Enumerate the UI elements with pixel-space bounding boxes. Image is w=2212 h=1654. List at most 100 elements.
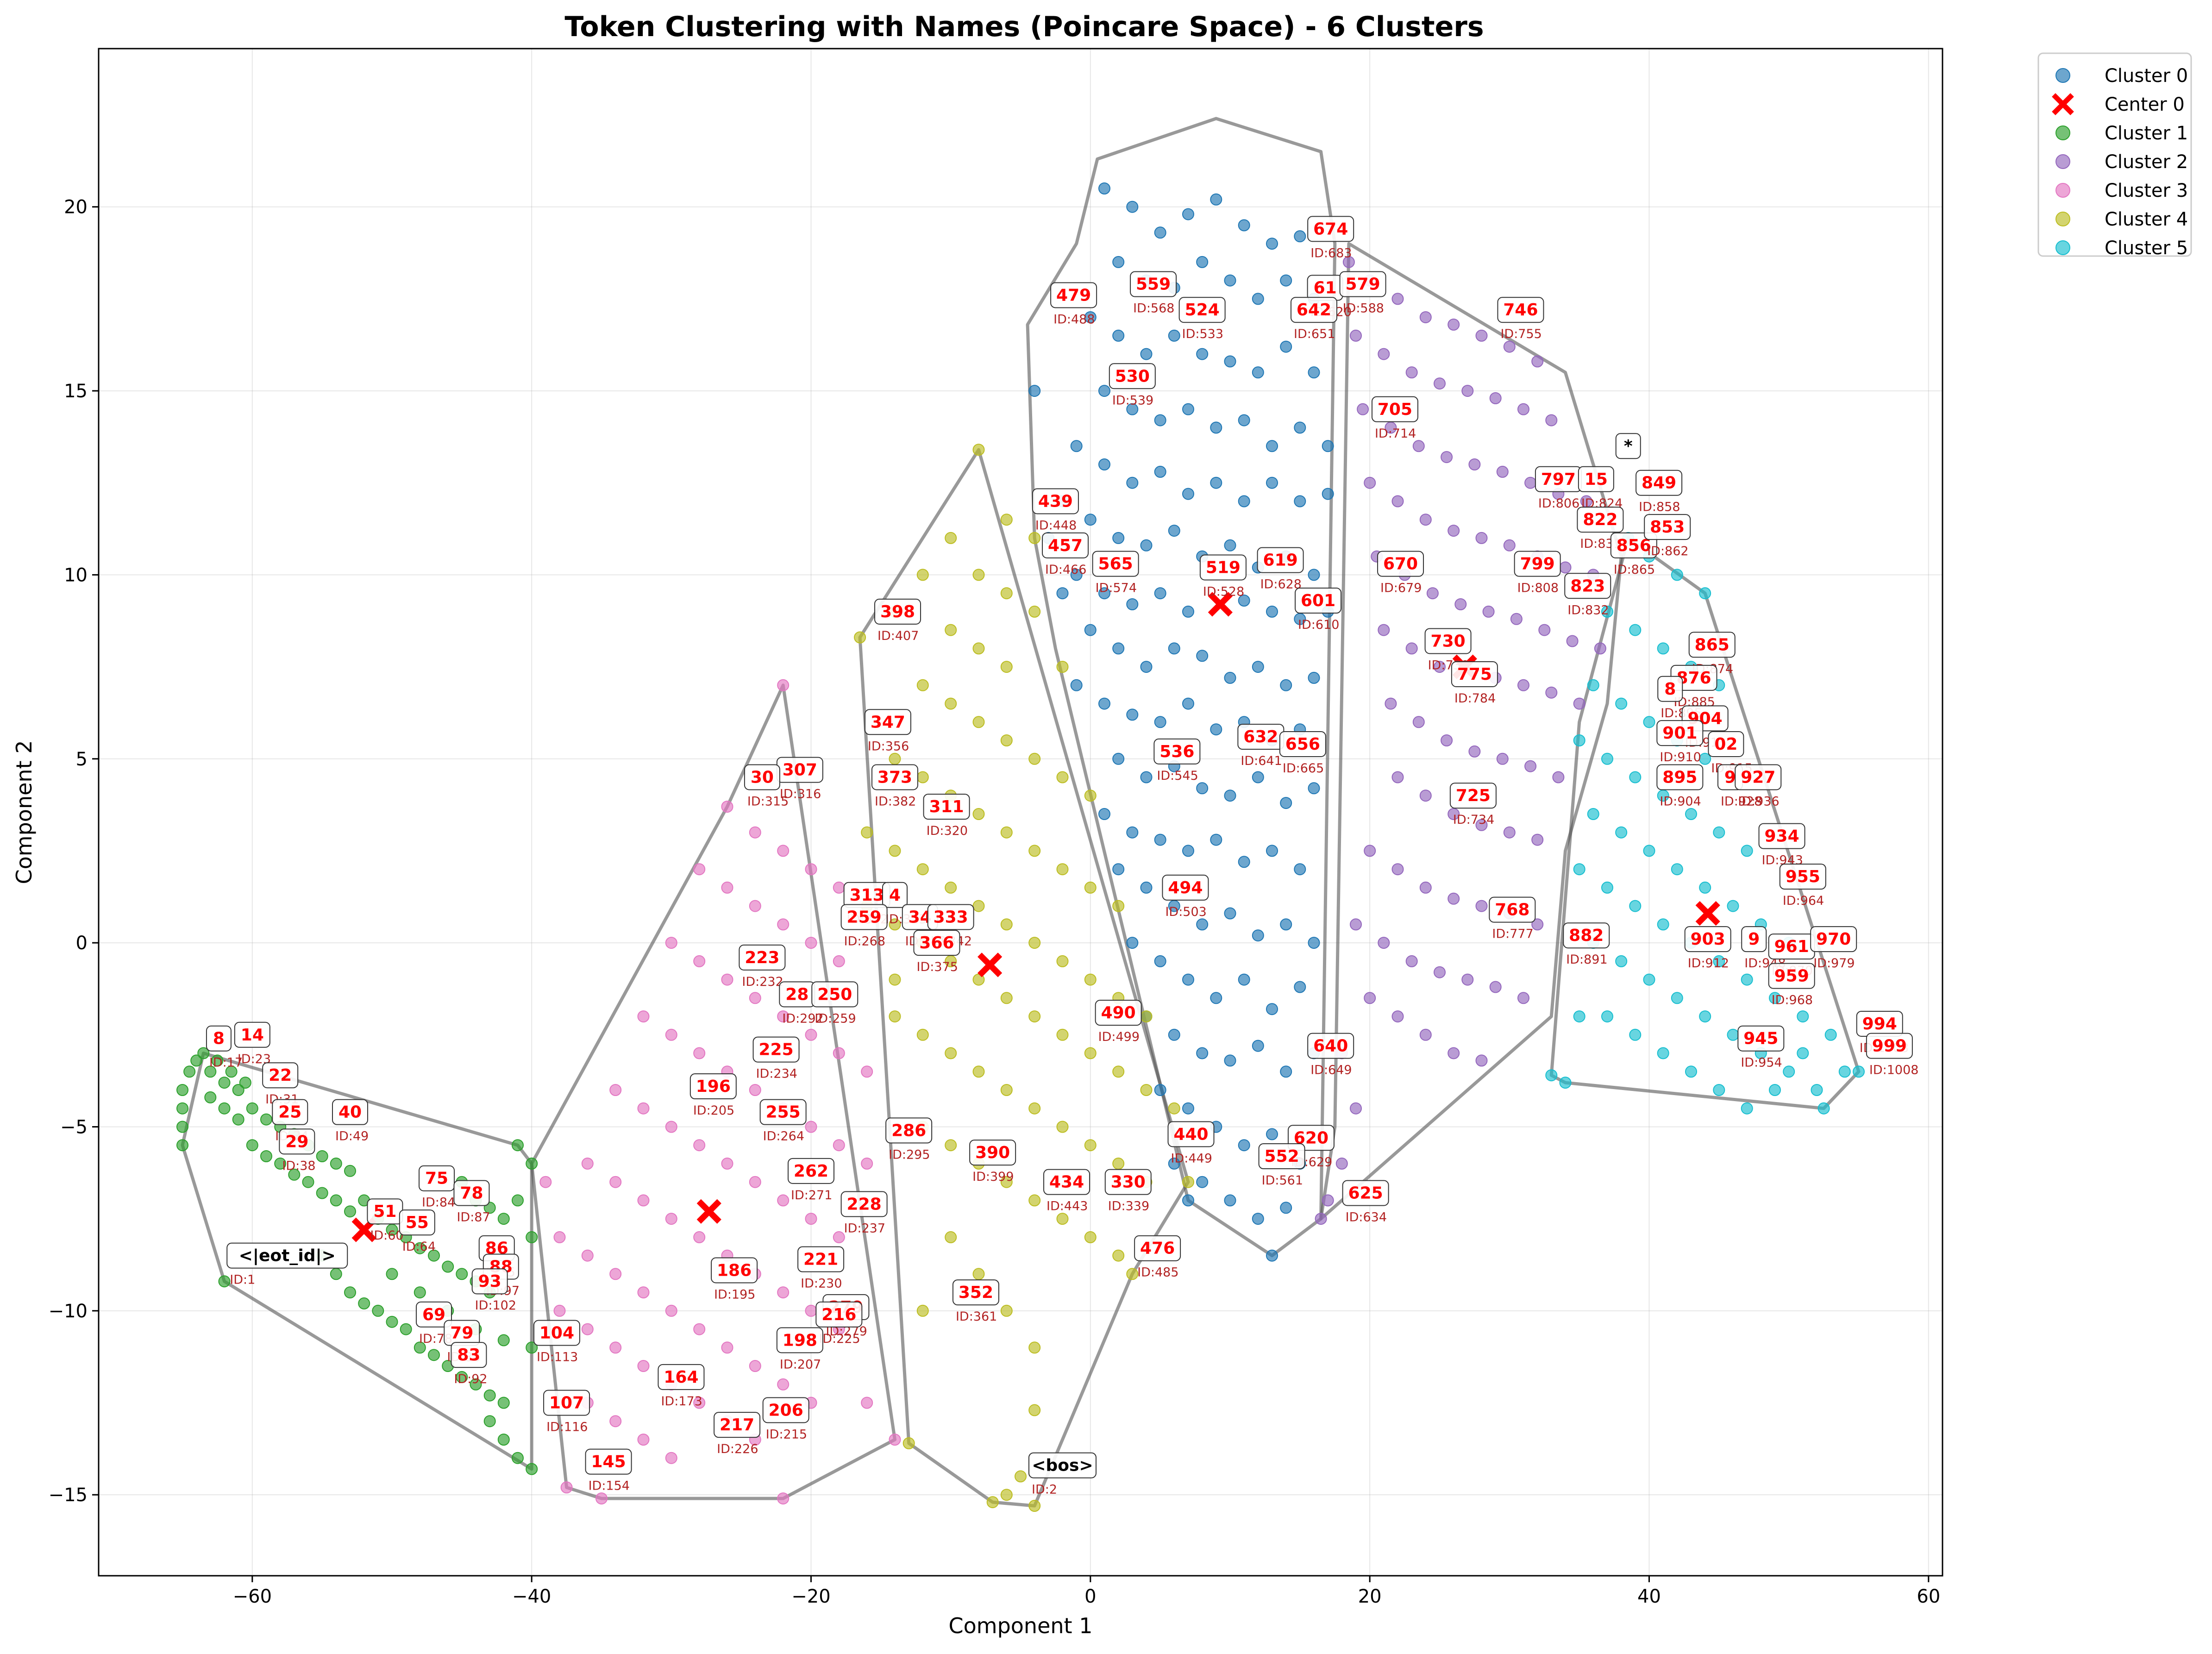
data-point	[483, 1389, 496, 1402]
data-point	[1817, 1102, 1830, 1115]
annotation-box	[416, 1301, 452, 1328]
annotation-box	[871, 764, 918, 790]
token-annotation: <bos> ID:2	[1028, 1452, 1097, 1497]
data-point	[721, 1157, 733, 1170]
annotation-box	[226, 1242, 348, 1269]
annotation-id: ID:904	[1660, 795, 1701, 809]
token-annotation: 656 ID:665	[1279, 731, 1326, 776]
data-point	[637, 1102, 650, 1115]
data-point	[1238, 856, 1250, 868]
annotation-label: *	[1624, 437, 1633, 456]
data-point	[1713, 1084, 1725, 1096]
annotation-box	[1449, 783, 1497, 809]
annotation-label: 69	[422, 1305, 445, 1324]
annotation-box	[1339, 271, 1386, 297]
annotation-id: ID:610	[1298, 618, 1339, 632]
annotation-box	[1657, 676, 1683, 702]
data-point	[497, 1434, 510, 1446]
x-tick-label: 0	[1084, 1586, 1096, 1607]
annotation-box	[1279, 731, 1326, 757]
data-point	[1643, 716, 1655, 728]
annotation-label: 217	[720, 1416, 754, 1435]
data-point	[330, 1194, 342, 1207]
data-point	[1727, 1028, 1739, 1041]
annotation-label: 307	[783, 761, 817, 780]
data-point	[889, 918, 901, 931]
data-point	[1126, 200, 1139, 213]
annotation-label: 579	[1346, 275, 1380, 294]
data-point	[833, 955, 845, 967]
data-point	[190, 1054, 203, 1067]
annotation-box	[533, 1320, 580, 1346]
legend-item: Cluster 1	[2055, 123, 2188, 144]
annotation-box	[1130, 271, 1177, 297]
data-point	[1056, 863, 1069, 876]
annotation-box	[234, 1021, 270, 1048]
annotation-id: ID:60	[370, 1228, 403, 1243]
annotation-label: 823	[1570, 576, 1605, 595]
annotation-box	[332, 1099, 368, 1125]
token-annotation: 286 ID:295	[885, 1117, 933, 1162]
plot-frame	[98, 48, 1943, 1577]
data-point	[204, 1091, 217, 1103]
data-point	[777, 679, 790, 691]
data-point	[1615, 955, 1628, 967]
data-point	[861, 826, 873, 839]
data-point	[1252, 1213, 1264, 1225]
data-point	[246, 1102, 258, 1115]
data-point	[889, 973, 901, 986]
data-point	[777, 1194, 790, 1207]
annotation-label: 903	[1691, 930, 1725, 949]
data-point	[1552, 771, 1565, 783]
annotation-label: 390	[975, 1143, 1010, 1162]
token-annotation: 632 ID:641	[1237, 724, 1285, 768]
data-point	[1028, 532, 1041, 544]
data-point	[1168, 525, 1180, 537]
annotation-box	[1615, 433, 1641, 459]
data-point	[414, 1286, 426, 1299]
data-point	[1587, 808, 1599, 820]
data-point	[1468, 458, 1481, 470]
annotation-label: 670	[1383, 555, 1418, 574]
annotation-label: 22	[269, 1066, 292, 1085]
data-point	[693, 863, 706, 876]
annotation-box	[1451, 661, 1498, 687]
data-point	[1238, 1139, 1250, 1152]
data-point	[1671, 863, 1683, 876]
annotation-id: ID:87	[457, 1210, 490, 1225]
annotation-label: 223	[745, 948, 779, 967]
data-point	[1350, 1102, 1362, 1115]
legend-label: Cluster 1	[2105, 123, 2188, 144]
data-point	[372, 1304, 384, 1317]
annotation-label: 61	[1314, 279, 1337, 298]
data-point	[1028, 1102, 1041, 1115]
data-point	[1196, 1047, 1209, 1059]
data-point	[609, 1268, 622, 1280]
data-point	[344, 1286, 356, 1299]
data-point	[1657, 642, 1669, 655]
annotation-label: 945	[1743, 1029, 1778, 1048]
annotation-box	[1424, 628, 1472, 654]
data-point	[1426, 587, 1439, 600]
data-point	[1280, 1065, 1292, 1078]
data-point	[1573, 863, 1585, 876]
token-annotation: 93 ID:102	[471, 1268, 516, 1313]
data-point	[777, 1286, 790, 1299]
data-point	[1448, 319, 1460, 331]
annotation-label: 768	[1495, 901, 1529, 920]
data-point	[1657, 1047, 1669, 1059]
annotation-box	[1578, 466, 1614, 492]
legend-marker	[2055, 183, 2070, 198]
token-annotation: 196 ID:205	[689, 1073, 737, 1118]
cluster-center-marker	[1208, 592, 1233, 617]
legend-box	[2037, 52, 2192, 257]
data-point	[693, 1323, 706, 1335]
data-point	[1266, 440, 1278, 452]
annotation-label: 107	[549, 1393, 584, 1412]
data-point	[1741, 845, 1753, 857]
data-point	[1601, 752, 1613, 765]
annotation-box	[1258, 1143, 1305, 1170]
annotation-box	[882, 882, 908, 908]
annotation-box	[1656, 720, 1704, 746]
data-point	[483, 1415, 496, 1428]
